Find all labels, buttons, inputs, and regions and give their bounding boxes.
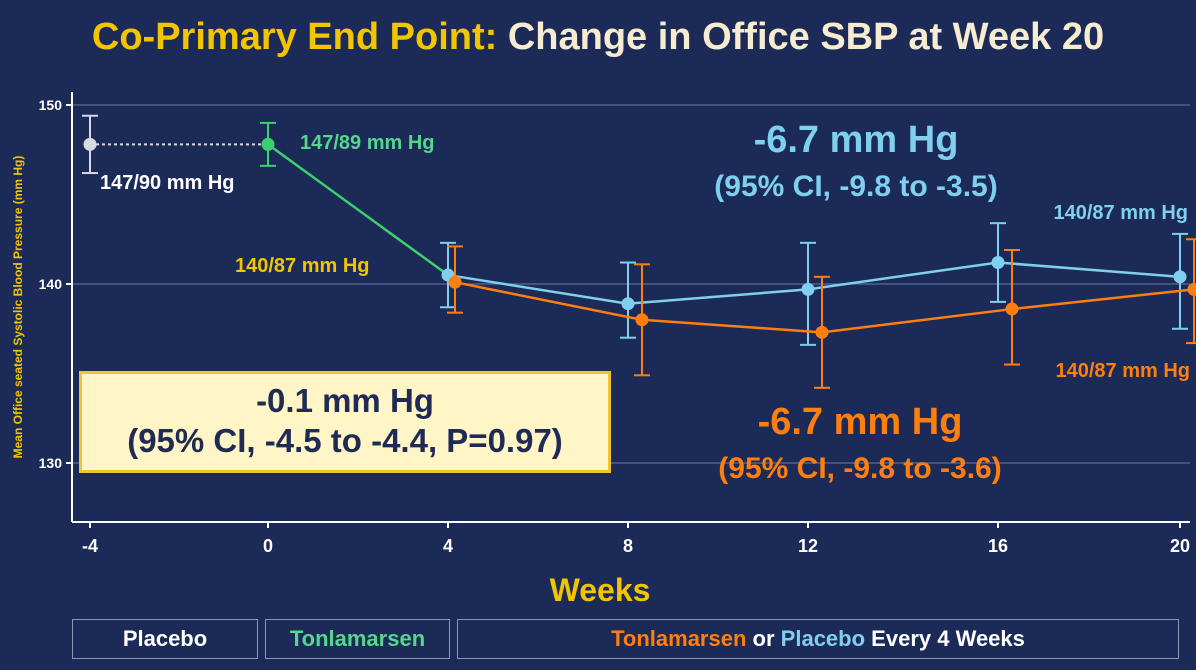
phase-box-every-4-weeks: Tonlamarsen or Placebo Every 4 Weeks <box>457 619 1179 659</box>
series-3 <box>447 238 1196 389</box>
x-tick-label: -4 <box>82 536 98 556</box>
annotation-ton-ci: (95% CI, -9.8 to -3.6) <box>718 452 1001 485</box>
series-line <box>267 143 449 277</box>
data-point <box>635 313 649 327</box>
annotation-ton-w20: 140/87 mm Hg <box>1055 360 1190 382</box>
annotation-placebo-ci: (95% CI, -9.8 to -3.5) <box>714 170 997 203</box>
data-point <box>1173 270 1187 284</box>
series-line <box>454 280 1195 334</box>
difference-box: -0.1 mm Hg (95% CI, -4.5 to -4.4, P=0.97… <box>79 371 611 473</box>
data-point <box>83 137 97 151</box>
x-tick-label: 8 <box>623 536 633 556</box>
annotation-week4: 140/87 mm Hg <box>235 255 370 277</box>
data-point <box>991 256 1005 270</box>
x-tick-label: 20 <box>1170 536 1190 556</box>
data-point <box>1005 302 1019 316</box>
series-layer <box>82 114 1196 389</box>
phase-placebo-label: Placebo <box>122 626 208 651</box>
x-tick-label: 4 <box>443 536 453 556</box>
y-tick-label: 150 <box>39 97 63 113</box>
data-point <box>448 275 462 289</box>
axis-ticks: 130 140 150 -4 0 4 8 12 16 20 <box>39 97 1190 556</box>
chart-title: Co-Primary End Point: Change in Office S… <box>0 16 1196 59</box>
y-tick-label: 130 <box>39 455 63 471</box>
title-part2: Change in Office SBP at Week 20 <box>507 16 1105 58</box>
annotation-placebo-baseline: 147/90 mm Hg <box>100 172 235 194</box>
chart-svg: 130 140 150 -4 0 4 8 12 16 20 Mean Office seated … <box>11 92 1196 608</box>
x-tick-label: 12 <box>798 536 818 556</box>
phase-box-placebo: Placebo <box>72 619 258 659</box>
y-tick-label: 140 <box>39 276 63 292</box>
annotation-ton-baseline: 147/89 mm Hg <box>300 132 435 154</box>
y-axis-label: Mean Office seated Systolic Blood Pressu… <box>11 156 25 459</box>
difference-value: -0.1 mm Hg <box>256 382 434 419</box>
x-tick-label: 16 <box>988 536 1008 556</box>
phase-every-tonlamarsen: Tonlamarsen <box>611 626 747 651</box>
x-axis-label: Weeks <box>550 572 651 608</box>
phase-every-or: or <box>752 626 775 651</box>
series-line <box>447 261 1181 305</box>
series-2 <box>440 222 1188 346</box>
phase-tonlamarsen-label: Tonlamarsen <box>289 626 426 651</box>
annotation-placebo-w20: 140/87 mm Hg <box>1053 202 1188 224</box>
data-point <box>261 137 275 151</box>
annotation-ton-change: -6.7 mm Hg <box>758 401 963 443</box>
phase-box-tonlamarsen: Tonlamarsen <box>265 619 450 659</box>
series-0 <box>82 114 268 175</box>
data-point <box>801 282 815 296</box>
phase-every-placebo: Placebo <box>780 626 866 651</box>
data-point <box>1187 282 1196 296</box>
difference-ci: (95% CI, -4.5 to -4.4, P=0.97) <box>127 422 563 459</box>
x-tick-label: 0 <box>263 536 273 556</box>
annotation-placebo-change: -6.7 mm Hg <box>754 119 959 161</box>
data-point <box>621 297 635 311</box>
data-point <box>815 325 829 339</box>
series-1 <box>260 121 449 277</box>
title-part1: Co-Primary End Point: <box>91 16 498 58</box>
phase-every-interval: Every 4 Weeks <box>871 626 1025 651</box>
